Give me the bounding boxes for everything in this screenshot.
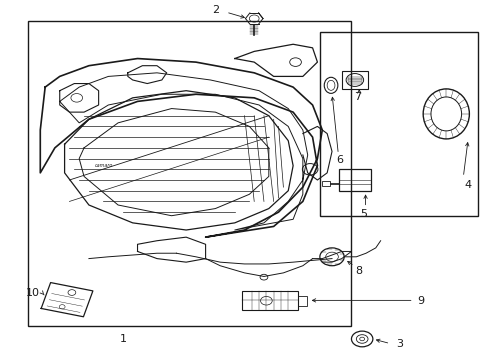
Text: 6: 6	[335, 156, 342, 165]
Text: 10: 10	[26, 288, 40, 297]
Text: 3: 3	[396, 339, 403, 349]
Text: 2: 2	[211, 5, 219, 15]
Text: 5: 5	[359, 209, 366, 219]
Bar	[347, 79, 362, 81]
Bar	[319, 32, 477, 216]
Text: camaro: camaro	[94, 163, 112, 168]
Text: 4: 4	[464, 180, 471, 190]
Text: 7: 7	[353, 92, 361, 102]
Bar	[347, 77, 362, 78]
Bar	[297, 296, 306, 306]
Bar	[322, 181, 329, 186]
Text: 8: 8	[354, 266, 362, 276]
Text: 1: 1	[119, 334, 126, 344]
Bar	[242, 291, 297, 310]
Bar	[347, 82, 362, 84]
Text: 9: 9	[416, 296, 423, 306]
Bar	[28, 21, 351, 327]
Bar	[341, 71, 368, 89]
Bar	[339, 169, 370, 191]
